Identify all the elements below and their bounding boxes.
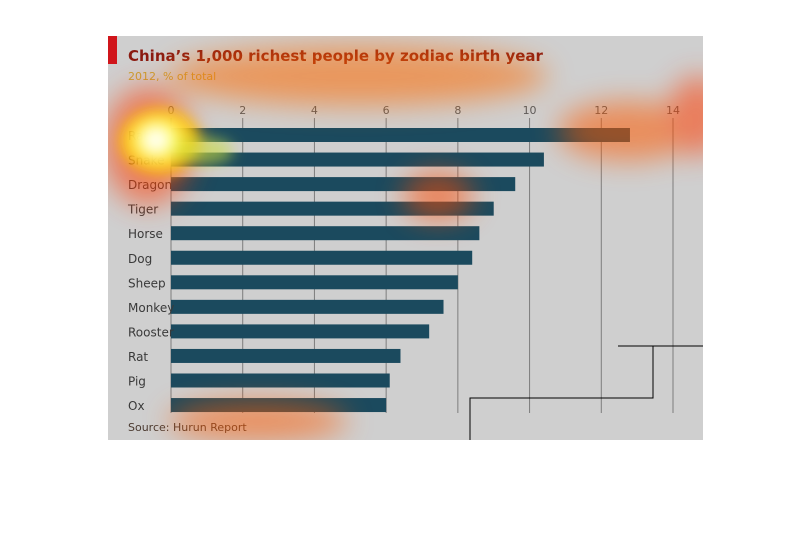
category-label: Tiger — [127, 203, 158, 217]
bar-ox — [171, 398, 387, 413]
chart-title: China’s 1,000 richest people by zodiac b… — [128, 47, 543, 65]
category-label: Rabbit — [128, 129, 167, 143]
category-label: Dragon — [128, 178, 172, 192]
chart-panel: 0 2 4 6 8 10 12 14 Rabbit Snake Dragon Tiger Horse Do… — [108, 36, 703, 440]
bar-horse — [171, 226, 480, 241]
bar-snake — [171, 152, 544, 167]
x-tick-label: 4 — [311, 104, 318, 117]
category-label: Sheep — [128, 276, 166, 290]
bar-chart: 0 2 4 6 8 10 12 14 Rabbit Snake Dragon Tiger Horse Do… — [127, 104, 680, 413]
chart-source: Source: Hurun Report — [128, 421, 247, 434]
bar-rat — [171, 348, 401, 363]
category-label: Snake — [128, 154, 164, 168]
accent-tab — [108, 36, 117, 64]
category-label: Dog — [128, 252, 152, 266]
x-tick-label: 0 — [168, 104, 175, 117]
category-label: Monkey — [128, 301, 174, 315]
bar-dog — [171, 250, 473, 265]
bar-monkey — [171, 299, 444, 314]
x-tick-label: 10 — [523, 104, 537, 117]
category-label: Pig — [128, 375, 146, 389]
bar-dragon — [171, 177, 516, 192]
category-label: Ox — [128, 399, 145, 413]
category-label: Horse — [128, 227, 163, 241]
x-tick-label: 14 — [666, 104, 680, 117]
category-label: Rat — [128, 350, 148, 364]
category-label: Rooster — [128, 325, 174, 339]
x-tick-label: 2 — [239, 104, 246, 117]
bar-rabbit — [171, 128, 630, 142]
bar-pig — [171, 373, 390, 388]
x-tick-label: 6 — [383, 104, 390, 117]
x-tick-label: 12 — [594, 104, 608, 117]
bar-sheep — [171, 275, 458, 290]
x-tick-label: 8 — [454, 104, 461, 117]
bar-rooster — [171, 324, 430, 339]
chart-subtitle: 2012, % of total — [128, 70, 217, 83]
bar-tiger — [171, 201, 494, 216]
